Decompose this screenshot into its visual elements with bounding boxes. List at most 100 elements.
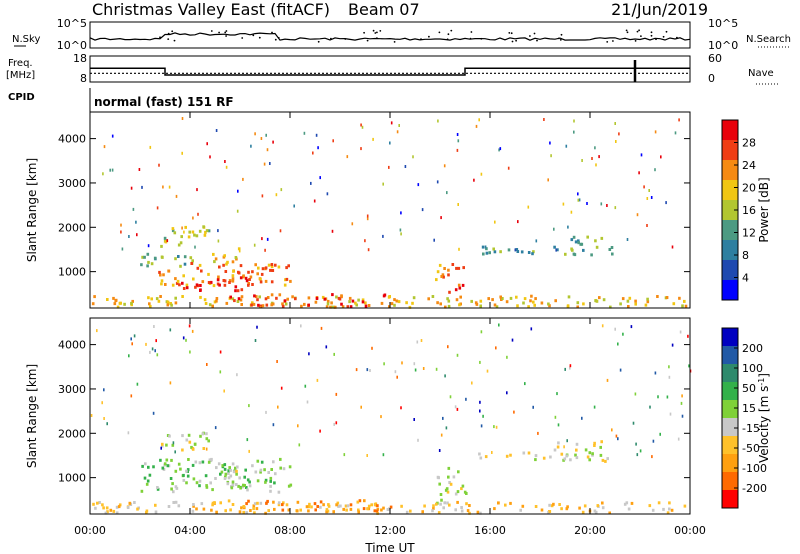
velocity-cell xyxy=(557,441,560,445)
velocity-cell xyxy=(251,464,254,468)
velocity-scatter-cell xyxy=(248,449,250,453)
power-cell xyxy=(300,304,303,308)
power-scatter-cell xyxy=(390,121,393,125)
velocity-scatter-cell xyxy=(465,397,467,401)
power-scatter-cell xyxy=(135,220,137,224)
velocity-cell xyxy=(209,481,212,485)
power-cell xyxy=(183,255,187,259)
nsearch-point xyxy=(317,40,320,43)
power-cell xyxy=(222,263,225,267)
colorbar-tick-label: -200 xyxy=(742,482,767,495)
power-cell xyxy=(634,302,637,306)
velocity-cell xyxy=(267,471,270,474)
power-cell xyxy=(160,244,163,248)
power-cell xyxy=(646,300,650,304)
power-scatter-cell xyxy=(317,146,319,150)
nsearch-point xyxy=(225,35,228,37)
noise-panel-frame xyxy=(89,21,691,49)
power-cell xyxy=(234,285,238,289)
velocity-cell xyxy=(456,500,459,504)
power-scatter-cell xyxy=(168,185,171,189)
velocity-cell xyxy=(431,509,434,513)
velocity-cell xyxy=(133,501,136,504)
power-cell xyxy=(251,301,254,305)
power-scatter-cell xyxy=(456,133,459,136)
power-scatter-cell xyxy=(581,159,583,162)
power-cell xyxy=(610,246,614,249)
velocity-scatter-cell xyxy=(557,423,560,427)
velocity-cell xyxy=(454,492,458,496)
power-cell xyxy=(187,235,191,239)
velocity-cell xyxy=(345,508,348,512)
power-scatter-cell xyxy=(399,228,402,232)
velocity-scatter-cell xyxy=(316,378,319,382)
velocity-cell xyxy=(259,501,263,505)
power-cell xyxy=(171,227,175,231)
colorbar-segment xyxy=(722,490,738,508)
velocity-scatter-cell xyxy=(256,325,258,329)
power-cell xyxy=(252,302,256,306)
power-cell xyxy=(275,296,278,300)
velocity-cell xyxy=(239,486,242,490)
velocity-scatter-cell xyxy=(569,366,571,370)
power-cell xyxy=(226,260,229,264)
power-cell xyxy=(155,297,159,301)
velocity-scatter-cell xyxy=(635,442,637,446)
velocity-cell xyxy=(231,480,235,484)
velocity-cell xyxy=(185,481,188,485)
power-scatter-cell xyxy=(457,139,460,143)
velocity-scatter-cell xyxy=(532,405,534,409)
velocity-scatter-cell xyxy=(156,353,159,357)
velocity-cell xyxy=(563,457,567,461)
power-cell xyxy=(393,303,396,307)
y-tick-label: 4000 xyxy=(58,339,86,352)
velocity-cell xyxy=(223,463,227,467)
velocity-cell xyxy=(235,472,238,476)
power-cell xyxy=(683,299,686,303)
power-cell xyxy=(205,229,209,233)
power-cell xyxy=(474,301,478,305)
velocity-cell xyxy=(217,462,221,466)
velocity-cell xyxy=(199,434,202,438)
power-cell xyxy=(198,263,202,267)
power-cell xyxy=(116,305,120,309)
velocity-cell xyxy=(339,504,342,508)
velocity-scatter-cell xyxy=(668,375,671,379)
velocity-cell xyxy=(141,464,144,468)
power-cell xyxy=(160,282,163,286)
velocity-cell xyxy=(238,510,242,514)
velocity-cell xyxy=(583,504,587,508)
velocity-cell xyxy=(574,453,577,457)
x-tick-label: 20:00 xyxy=(574,524,606,537)
nsearch-point xyxy=(511,40,514,43)
velocity-cell xyxy=(230,486,234,490)
nsearch-point xyxy=(560,33,563,36)
colorbar-segment xyxy=(722,280,738,300)
velocity-scatter-cell xyxy=(511,338,514,342)
nsearch-point xyxy=(171,30,174,33)
velocity-cell xyxy=(439,493,443,496)
power-scatter-cell xyxy=(280,188,283,192)
power-cell xyxy=(609,305,612,309)
velocity-cell xyxy=(601,506,605,510)
velocity-cell xyxy=(299,508,302,512)
velocity-scatter-cell xyxy=(563,445,565,449)
power-cell xyxy=(257,266,260,270)
velocity-cell xyxy=(154,503,157,507)
power-cell xyxy=(678,296,681,300)
power-cell xyxy=(457,266,461,270)
velocity-cell xyxy=(118,503,122,507)
power-scatter-cell xyxy=(535,239,538,243)
velocity-cell xyxy=(210,508,213,512)
velocity-cell xyxy=(264,511,267,515)
velocity-cell xyxy=(256,459,260,463)
velocity-cell xyxy=(448,481,451,484)
velocity-scatter-cell xyxy=(554,415,557,419)
power-cell xyxy=(158,270,161,274)
nsearch-point xyxy=(428,35,430,38)
velocity-scatter-cell xyxy=(188,324,191,328)
velocity-scatter-cell xyxy=(248,404,250,408)
power-colorbar-ticks: 4 8 12 16 20 24 28 xyxy=(734,137,756,285)
power-cell xyxy=(444,305,447,309)
power-scatter-cell xyxy=(562,202,565,206)
